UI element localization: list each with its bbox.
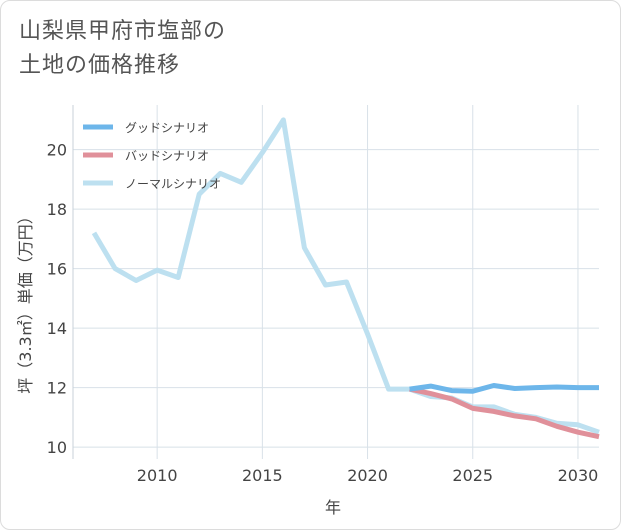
x-tick-label: 2025 xyxy=(452,466,493,485)
legend-item-normal[interactable]: ノーマルシナリオ xyxy=(83,177,221,191)
tick-labels: 2010 2015 2020 2025 2030 10 12 14 16 18 20 xyxy=(47,141,599,485)
y-axis-label: 坪（3.3㎡）単価（万円） xyxy=(16,208,35,393)
legend-label: バッドシナリオ xyxy=(125,149,209,163)
legend-item-bad[interactable]: バッドシナリオ xyxy=(83,149,209,163)
y-tick-label: 16 xyxy=(47,260,67,279)
y-tick-label: 14 xyxy=(47,319,67,338)
y-tick-label: 20 xyxy=(47,141,67,160)
y-tick-label: 10 xyxy=(47,438,67,457)
y-tick-label: 12 xyxy=(47,379,67,398)
title-line-2: 土地の価格推移 xyxy=(19,53,181,78)
series-lines xyxy=(91,117,600,440)
x-tick-label: 2010 xyxy=(137,466,178,485)
x-tick-label: 2030 xyxy=(558,466,599,485)
series-line-good xyxy=(409,383,599,394)
x-tick-label: 2020 xyxy=(347,466,388,485)
legend-label: ノーマルシナリオ xyxy=(125,177,221,191)
series-line-normal xyxy=(91,117,600,435)
title-line-1: 山梨県甲府市塩部の xyxy=(19,19,227,44)
x-axis-label: 年 xyxy=(325,498,341,517)
x-tick-label: 2015 xyxy=(242,466,283,485)
series-line-bad xyxy=(409,386,600,440)
y-tick-label: 18 xyxy=(47,200,67,219)
legend-label: グッドシナリオ xyxy=(125,121,209,135)
chart-title: 山梨県甲府市塩部の 土地の価格推移 xyxy=(19,15,226,83)
legend-item-good[interactable]: グッドシナリオ xyxy=(83,121,209,135)
